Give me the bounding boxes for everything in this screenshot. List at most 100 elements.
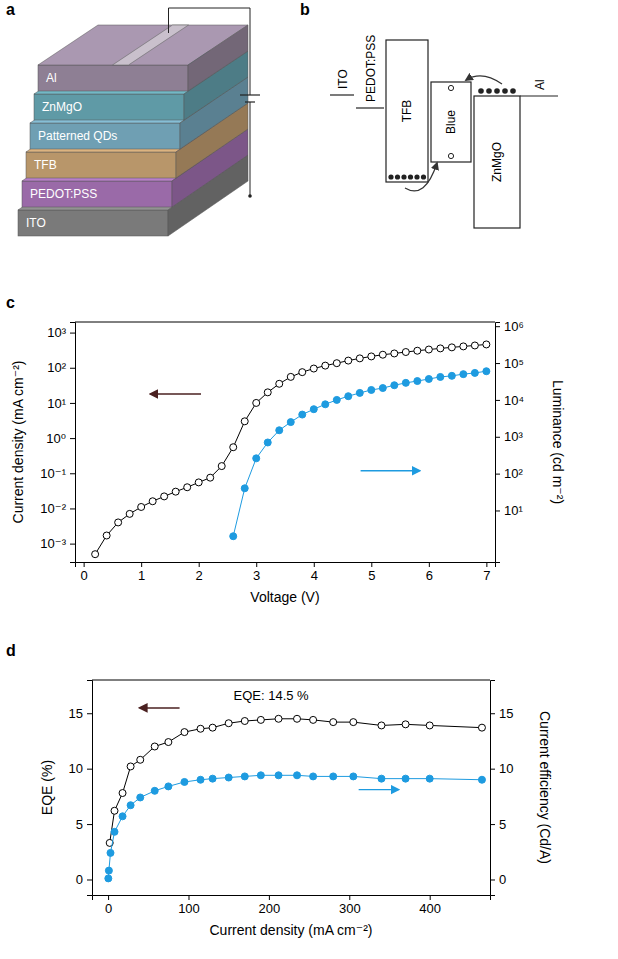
data-point bbox=[345, 393, 352, 400]
electron bbox=[502, 88, 508, 94]
axis-line bbox=[93, 896, 491, 901]
data-point bbox=[241, 485, 248, 492]
hole bbox=[395, 174, 400, 179]
layer-front bbox=[22, 181, 172, 207]
tick: 0 bbox=[105, 895, 112, 916]
tick: 10³ bbox=[495, 429, 523, 444]
data-point bbox=[426, 722, 433, 729]
tick-mark bbox=[490, 769, 495, 770]
data-point bbox=[197, 776, 204, 783]
panel-letter: c bbox=[6, 294, 15, 311]
data-point bbox=[209, 724, 216, 731]
tick-label: 10 bbox=[69, 761, 83, 776]
hole bbox=[401, 174, 406, 179]
tick-mark bbox=[87, 879, 92, 880]
layer-front bbox=[18, 210, 168, 236]
data-point bbox=[209, 775, 216, 782]
data-point bbox=[151, 743, 158, 750]
tick-mark bbox=[70, 403, 75, 404]
tick-mark bbox=[495, 400, 500, 401]
tick-label: 10⁻² bbox=[40, 501, 66, 516]
data-point bbox=[276, 380, 283, 387]
tick: 10 bbox=[490, 761, 513, 776]
layer-label: TFB bbox=[34, 158, 57, 172]
hole bbox=[414, 174, 419, 179]
tick: 10⁻² bbox=[40, 501, 75, 516]
tick-label: 15 bbox=[69, 706, 83, 721]
data-point bbox=[437, 373, 444, 380]
tick: 7 bbox=[483, 562, 490, 583]
data-point bbox=[379, 385, 386, 392]
tick-label: 10³ bbox=[504, 429, 523, 444]
axis-line bbox=[70, 323, 76, 563]
layer-front bbox=[34, 94, 184, 120]
tick-label: 10⁰ bbox=[46, 431, 66, 446]
tick-label: 10¹ bbox=[47, 396, 66, 411]
tick-label: 0 bbox=[499, 872, 506, 887]
data-point bbox=[333, 360, 340, 367]
data-point bbox=[92, 551, 99, 558]
y2-axis-title: Luminance (cd m⁻²) bbox=[550, 380, 566, 504]
axis-line bbox=[76, 563, 496, 568]
layer-label: Patterned QDs bbox=[38, 129, 117, 143]
tick-label: 0 bbox=[81, 568, 88, 583]
tick-mark bbox=[70, 473, 75, 474]
tick-label: 15 bbox=[499, 706, 513, 721]
tick-label: 7 bbox=[483, 568, 490, 583]
data-point bbox=[218, 463, 225, 470]
layer-side bbox=[188, 25, 248, 91]
data-point bbox=[391, 382, 398, 389]
layer-front bbox=[38, 65, 188, 91]
level-label: Al bbox=[533, 79, 547, 90]
data-point bbox=[414, 378, 421, 385]
tick: 10⁰ bbox=[46, 431, 75, 446]
tick: 200 bbox=[259, 895, 281, 916]
electron bbox=[510, 88, 516, 94]
tick-label: 0 bbox=[76, 872, 83, 887]
tick: 10⁻¹ bbox=[40, 466, 75, 481]
data-point bbox=[111, 828, 118, 835]
data-point bbox=[184, 484, 191, 491]
tick: 15 bbox=[490, 706, 513, 721]
tick-mark bbox=[199, 562, 200, 567]
data-point bbox=[253, 455, 260, 462]
data-point bbox=[460, 371, 467, 378]
data-point bbox=[264, 439, 271, 446]
tick-label: 2 bbox=[196, 568, 203, 583]
chart-1: 0100200300400051015051015Current density… bbox=[6, 642, 553, 938]
data-point bbox=[165, 783, 172, 790]
band-box bbox=[474, 96, 520, 228]
tick-label: 200 bbox=[259, 901, 281, 916]
tick-label: 10⁵ bbox=[504, 356, 524, 371]
data-point bbox=[478, 776, 485, 783]
data-point bbox=[448, 344, 455, 351]
tick: 10⁵ bbox=[495, 356, 524, 371]
data-point bbox=[460, 343, 467, 350]
data-point bbox=[241, 718, 248, 725]
tick-label: 4 bbox=[311, 568, 318, 583]
tick: 10² bbox=[495, 466, 523, 481]
level-label: ITO bbox=[336, 69, 350, 89]
band-box bbox=[431, 82, 471, 162]
frame-top bbox=[75, 322, 495, 323]
tick: 6 bbox=[426, 562, 433, 583]
data-point bbox=[310, 773, 317, 780]
y2-axis: 051015 bbox=[490, 681, 513, 896]
data-point bbox=[197, 725, 204, 732]
tick-label: 300 bbox=[339, 901, 361, 916]
series-line bbox=[233, 371, 486, 536]
tick: 5 bbox=[368, 562, 375, 583]
tick: 10¹ bbox=[495, 503, 523, 518]
y-axis-title: EQE (%) bbox=[39, 760, 55, 815]
tick-mark bbox=[84, 562, 85, 567]
data-point bbox=[257, 716, 264, 723]
layer-label: PEDOT:PSS bbox=[30, 187, 97, 201]
tick: 10⁻³ bbox=[40, 536, 75, 551]
data-point bbox=[105, 875, 112, 882]
series-line bbox=[110, 719, 482, 843]
tick: 10³ bbox=[47, 325, 75, 340]
data-point bbox=[126, 510, 133, 517]
tick-mark bbox=[490, 713, 495, 714]
data-point bbox=[310, 406, 317, 413]
tick-mark bbox=[70, 368, 75, 369]
